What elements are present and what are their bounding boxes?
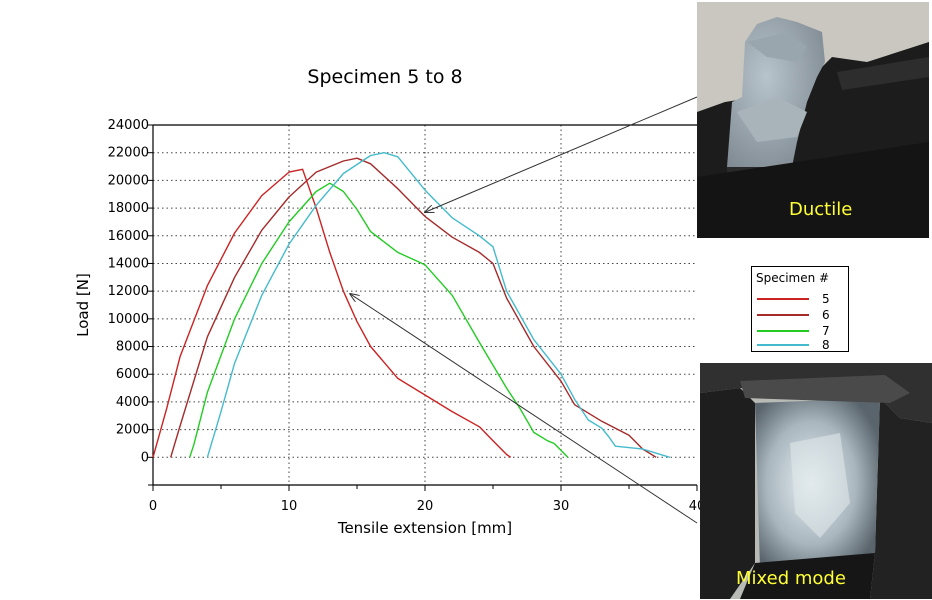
y-tick-label: 0	[141, 450, 149, 465]
y-tick-label: 22000	[108, 146, 149, 161]
legend-item-7: 7	[757, 323, 845, 339]
ductile-caption: Ductile	[789, 199, 853, 220]
series-lines	[152, 151, 671, 458]
y-tick-label: 4000	[116, 395, 149, 410]
tick-labels: 0 2000 4000 6000 8000 10000 12000 14000 16000 180…	[108, 118, 706, 514]
y-tick-label: 24000	[108, 118, 149, 133]
y-tick-label: 6000	[116, 367, 149, 382]
mixed-mode-fracture-photo: Mixed mode	[700, 363, 932, 599]
axes	[148, 124, 698, 491]
chart-title: Specimen 5 to 8	[307, 66, 462, 88]
series-line-8	[206, 151, 671, 458]
y-tick-label: 20000	[108, 173, 149, 188]
annotation-arrows	[350, 96, 698, 524]
legend-label-5: 5	[822, 292, 830, 306]
legend-label-6: 6	[822, 308, 830, 322]
x-tick-label: 20	[417, 499, 434, 514]
x-tick-label: 0	[149, 499, 157, 514]
y-tick-label: 10000	[108, 312, 149, 327]
legend-swatch-6	[757, 314, 809, 316]
y-tick-label: 18000	[108, 201, 149, 216]
legend-item-8: 8	[757, 337, 845, 353]
legend-title: Specimen #	[756, 271, 830, 285]
series-line-5	[152, 168, 512, 458]
mixed-mode-caption: Mixed mode	[736, 568, 846, 589]
series-line-7	[189, 182, 569, 458]
legend-label-8: 8	[822, 338, 830, 352]
y-tick-label: 14000	[108, 256, 149, 271]
legend-item-6: 6	[757, 307, 845, 323]
y-tick-label: 16000	[108, 229, 149, 244]
series-line-6	[170, 157, 657, 458]
legend-swatch-8	[757, 344, 809, 346]
ductile-fracture-photo: Ductile	[697, 2, 929, 238]
legend-swatch-7	[757, 330, 809, 332]
x-axis-label: Tensile extension [mm]	[337, 519, 512, 537]
y-tick-label: 2000	[116, 423, 149, 438]
arrow-to-mixed	[350, 294, 698, 524]
legend-label-7: 7	[822, 324, 830, 338]
legend: Specimen # 5 6 7 8	[751, 266, 849, 352]
x-tick-label: 30	[553, 499, 570, 514]
legend-item-5: 5	[757, 291, 845, 307]
x-tick-label: 10	[281, 499, 298, 514]
y-tick-label: 12000	[108, 284, 149, 299]
legend-swatch-5	[757, 298, 809, 300]
arrow-to-ductile	[425, 96, 698, 212]
y-tick-label: 8000	[116, 340, 149, 355]
y-axis-label: Load [N]	[74, 273, 92, 337]
grid	[153, 124, 697, 485]
